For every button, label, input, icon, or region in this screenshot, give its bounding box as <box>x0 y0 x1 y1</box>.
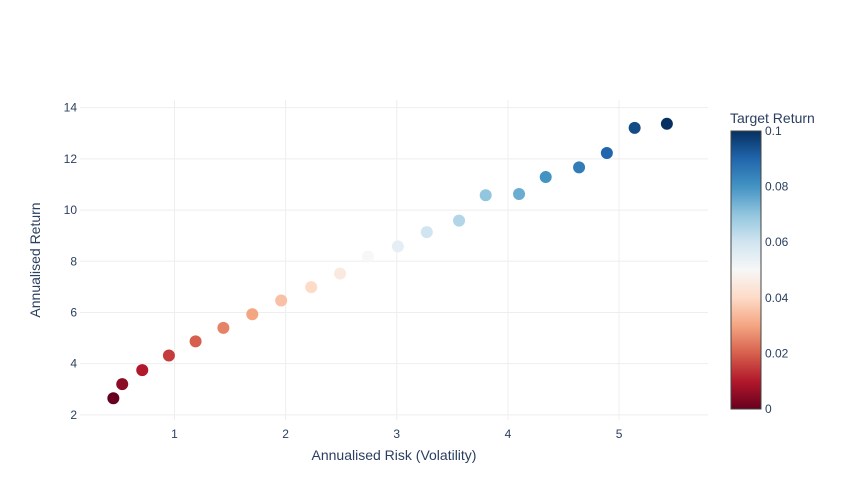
y-tick-label: 8 <box>70 254 77 268</box>
data-point[interactable] <box>334 267 347 280</box>
grid <box>80 100 708 420</box>
data-point[interactable] <box>275 294 288 307</box>
data-point[interactable] <box>600 146 613 159</box>
data-point[interactable] <box>162 349 175 362</box>
y-tick-label: 14 <box>64 101 78 115</box>
colorbar-tick-label: 0.02 <box>765 346 789 360</box>
colorbar-tick-label: 0.08 <box>765 180 789 194</box>
data-point[interactable] <box>116 378 129 391</box>
colorbar-gradient <box>730 130 762 410</box>
colorbar-tick-label: 0.06 <box>765 235 789 249</box>
colorbar: Target Return 0 0.02 0.04 0.06 0.08 0.1 <box>730 110 815 416</box>
x-axis-ticks: 1 2 3 4 5 <box>171 427 623 441</box>
data-point[interactable] <box>361 250 374 263</box>
y-axis-title: Annualised Return <box>27 202 43 317</box>
data-point[interactable] <box>628 121 641 134</box>
y-tick-label: 10 <box>64 203 78 217</box>
data-point[interactable] <box>305 281 318 294</box>
data-point[interactable] <box>660 117 673 130</box>
data-point[interactable] <box>107 392 120 405</box>
x-tick-label: 3 <box>393 427 400 441</box>
data-point[interactable] <box>539 171 552 184</box>
y-tick-label: 4 <box>70 357 77 371</box>
data-point[interactable] <box>189 335 202 348</box>
data-point[interactable] <box>246 308 259 321</box>
colorbar-tick-label: 0.1 <box>765 124 782 138</box>
data-point[interactable] <box>453 214 466 227</box>
x-tick-label: 1 <box>171 427 178 441</box>
x-axis-title: Annualised Risk (Volatility) <box>312 447 477 463</box>
data-point[interactable] <box>217 321 230 334</box>
colorbar-title: Target Return <box>730 110 815 126</box>
colorbar-ticks: 0 0.02 0.04 0.06 0.08 0.1 <box>765 124 789 416</box>
colorbar-tick-label: 0.04 <box>765 291 789 305</box>
data-point[interactable] <box>136 364 149 377</box>
data-point[interactable] <box>513 187 526 200</box>
data-points <box>107 117 673 405</box>
y-axis-ticks: 2 4 6 8 10 12 14 <box>64 101 78 422</box>
data-point[interactable] <box>420 226 433 239</box>
colorbar-tick-label: 0 <box>765 402 772 416</box>
x-tick-label: 4 <box>505 427 512 441</box>
y-tick-label: 2 <box>70 408 77 422</box>
y-tick-label: 12 <box>64 152 78 166</box>
data-point[interactable] <box>479 189 492 202</box>
data-point[interactable] <box>391 240 404 253</box>
x-tick-label: 5 <box>616 427 623 441</box>
y-tick-label: 6 <box>70 305 77 319</box>
x-tick-label: 2 <box>282 427 289 441</box>
data-point[interactable] <box>573 161 586 174</box>
